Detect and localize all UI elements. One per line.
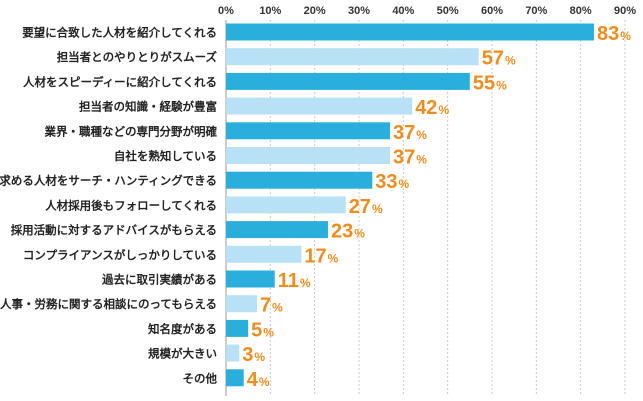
x-tick-label: 80% bbox=[570, 5, 592, 17]
category-label: 採用活動に対するアドバイスがもらえる bbox=[11, 223, 217, 237]
value-label: 83% bbox=[597, 23, 631, 45]
x-tick-label: 0% bbox=[218, 5, 234, 17]
bar bbox=[226, 147, 391, 164]
bar bbox=[226, 97, 413, 115]
bar bbox=[226, 221, 328, 239]
x-tick-label: 40% bbox=[392, 5, 414, 17]
value-label: 7% bbox=[260, 295, 283, 317]
category-label: 担当者の知識・経験が豊富 bbox=[79, 100, 217, 114]
category-label: 業界・職種などの専門分野が明確 bbox=[44, 124, 218, 138]
value-label: 4% bbox=[247, 369, 270, 391]
category-label: 人材採用後もフォローしてくれる bbox=[45, 198, 217, 212]
category-label: 担当者とのやりとりがスムーズ bbox=[57, 50, 218, 64]
category-label: 求める人材をサーチ・ハンティングできる bbox=[0, 174, 217, 188]
bar bbox=[226, 344, 240, 362]
bar bbox=[226, 319, 249, 337]
category-label: 自社を熟知している bbox=[114, 149, 217, 163]
x-tick-label: 10% bbox=[259, 5, 281, 17]
category-label: 過去に取引実績がある bbox=[101, 273, 217, 287]
bar bbox=[226, 270, 275, 288]
bar bbox=[226, 295, 258, 313]
bar bbox=[226, 196, 346, 214]
category-label: その他 bbox=[183, 371, 218, 385]
value-label: 42% bbox=[415, 97, 449, 119]
x-tick-label: 50% bbox=[437, 5, 459, 17]
value-labels: 83%57%55%42%37%37%33%27%23%17%11%7%5%3%4… bbox=[242, 23, 631, 391]
value-label: 33% bbox=[375, 171, 409, 193]
bar bbox=[226, 171, 373, 189]
bar bbox=[226, 23, 594, 41]
value-label: 17% bbox=[304, 245, 338, 267]
category-label: 人事・労務に関する相談にのってもらえる bbox=[0, 297, 217, 311]
value-label: 37% bbox=[393, 147, 427, 169]
x-tick-label: 90% bbox=[614, 5, 636, 17]
value-label: 5% bbox=[251, 319, 274, 341]
value-label: 27% bbox=[349, 196, 383, 218]
x-tick-label: 70% bbox=[525, 5, 547, 17]
x-axis-ticks: 0% 10% 20% 30% 40% 50% 60% 70% 80% 90% bbox=[218, 5, 636, 17]
category-labels: 要望に合致した人材を紹介してくれる担当者とのやりとりがスムーズ人材をスピーディー… bbox=[0, 26, 217, 386]
value-label: 11% bbox=[278, 270, 311, 292]
category-label: 規模が大きい bbox=[148, 347, 217, 361]
x-tick-label: 20% bbox=[304, 5, 326, 17]
category-label: コンプライアンスがしっかりしている bbox=[23, 248, 217, 262]
x-tick-label: 30% bbox=[348, 5, 370, 17]
category-label: 知名度がある bbox=[147, 322, 217, 336]
bar bbox=[226, 72, 470, 90]
bar bbox=[226, 245, 302, 263]
value-label: 57% bbox=[482, 48, 516, 70]
bar bbox=[226, 369, 244, 387]
value-label: 55% bbox=[473, 72, 507, 94]
x-tick-label: 60% bbox=[481, 5, 503, 17]
bars bbox=[226, 23, 594, 387]
category-label: 要望に合致した人材を紹介してくれる bbox=[22, 26, 217, 40]
bar bbox=[226, 122, 391, 140]
bar bbox=[226, 48, 479, 66]
category-label: 人材をスピーディーに紹介してくれる bbox=[23, 75, 217, 89]
value-label: 37% bbox=[393, 122, 427, 144]
value-label: 23% bbox=[331, 221, 365, 243]
value-label: 3% bbox=[242, 344, 265, 366]
